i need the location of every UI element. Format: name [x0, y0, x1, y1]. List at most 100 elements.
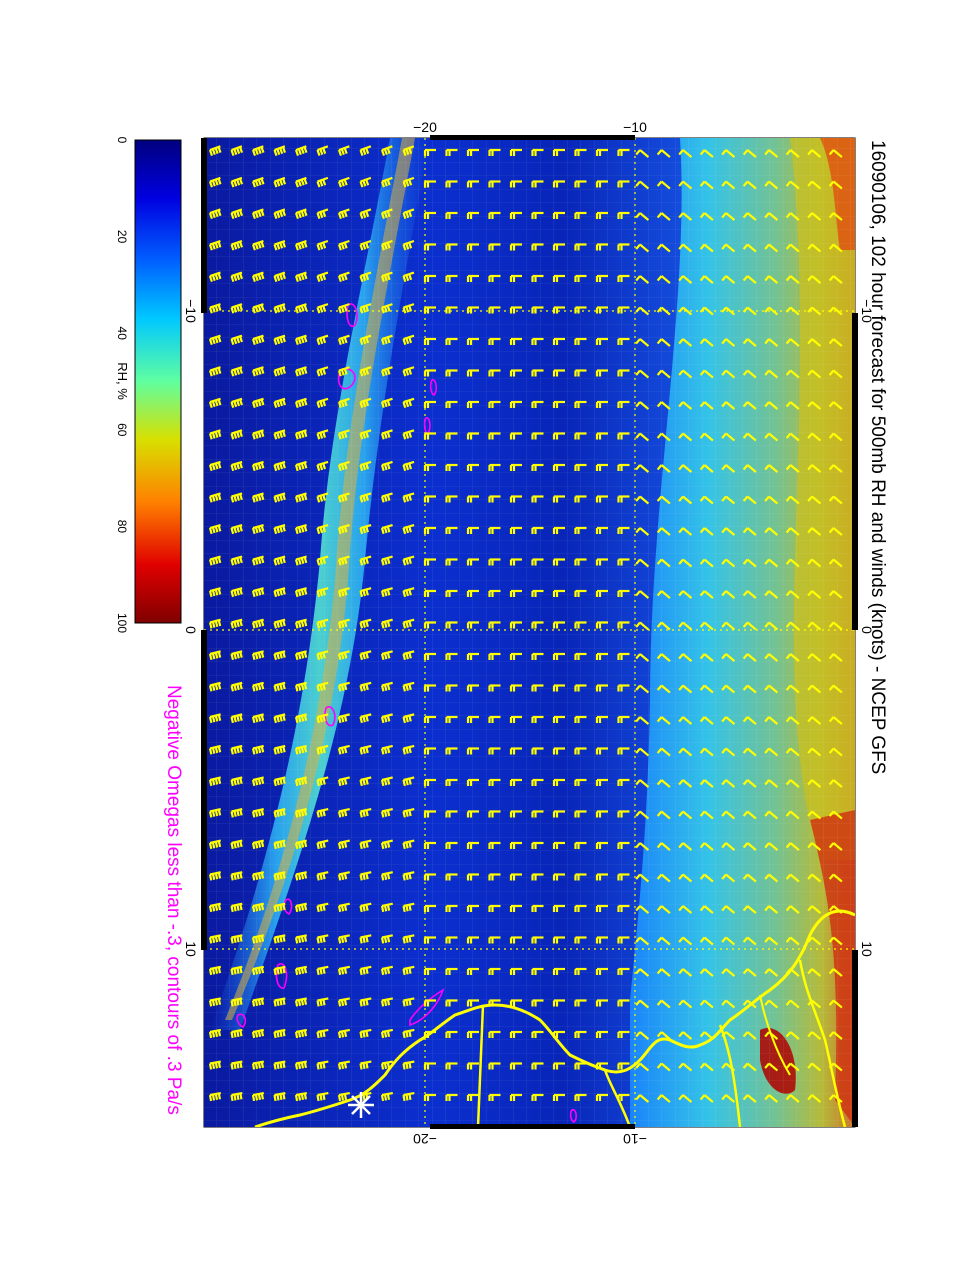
wind-barb	[337, 271, 350, 283]
wind-barb	[509, 463, 522, 471]
wind-barb	[617, 778, 630, 786]
wind-barb	[742, 432, 757, 442]
wind-barb	[699, 842, 714, 851]
wind-barb	[466, 999, 479, 1007]
wind-barb	[273, 429, 286, 440]
wind-barb	[488, 1062, 501, 1070]
wind-barb	[251, 965, 265, 976]
wind-barb	[509, 558, 522, 566]
wind-barb	[617, 904, 630, 912]
wind-barb	[552, 432, 565, 440]
wind-barb	[251, 523, 265, 535]
wind-barb	[230, 1028, 243, 1039]
wind-barb	[380, 650, 393, 661]
wind-barb	[595, 243, 608, 251]
wind-barb	[488, 180, 501, 188]
wind-barb	[574, 148, 587, 156]
wind-barb	[807, 810, 822, 820]
wind-barb	[678, 212, 693, 221]
wind-barb	[294, 523, 308, 535]
wind-barb	[230, 1060, 243, 1070]
wind-barb	[635, 968, 650, 977]
wind-barb	[380, 460, 393, 472]
wind-barb	[574, 778, 587, 786]
wind-barb	[423, 684, 436, 692]
wind-barb	[316, 618, 329, 629]
wind-barb	[764, 1062, 779, 1072]
wind-barb	[251, 839, 265, 850]
wind-barb	[656, 779, 671, 788]
wind-barb	[595, 306, 608, 314]
wind-barb	[380, 776, 393, 787]
wind-barb	[380, 239, 393, 251]
wind-barb	[785, 149, 800, 158]
wind-barb	[466, 652, 479, 660]
wind-barb	[488, 621, 501, 629]
wind-barb	[423, 747, 436, 755]
wind-barb	[678, 653, 693, 662]
wind-barb	[807, 432, 822, 442]
wind-barb	[402, 1091, 415, 1102]
wind-barb	[552, 841, 565, 849]
wind-barb	[509, 1030, 522, 1038]
wind-barb	[764, 338, 779, 347]
wind-barb	[552, 936, 565, 944]
wind-barb	[678, 842, 693, 851]
wind-barb	[595, 558, 608, 566]
wind-barb	[273, 208, 286, 220]
wind-barb	[699, 968, 714, 977]
wind-barb	[294, 397, 308, 409]
wind-barb	[764, 306, 779, 316]
wind-barb	[742, 1062, 757, 1072]
wind-barb	[230, 839, 243, 850]
wind-barb	[251, 1028, 265, 1039]
wind-barb	[552, 211, 565, 219]
wind-barb	[531, 148, 544, 156]
wind-barb	[828, 527, 843, 536]
wind-barb	[699, 1031, 714, 1040]
wind-barb	[273, 681, 286, 692]
wind-barb	[595, 684, 608, 692]
wind-barb	[595, 463, 608, 471]
wind-barb	[595, 967, 608, 975]
wind-barb	[678, 810, 693, 820]
wind-barb	[828, 149, 843, 158]
wind-barb	[742, 306, 757, 316]
wind-barb	[208, 145, 222, 157]
wind-barb	[764, 779, 779, 788]
wind-barb	[635, 275, 650, 284]
wind-barb	[509, 1093, 522, 1101]
wind-barb	[359, 902, 372, 913]
wind-barb	[509, 274, 522, 282]
wind-barb	[423, 400, 436, 408]
wind-barb	[402, 713, 415, 724]
wind-barb	[574, 274, 587, 282]
wind-barb	[764, 810, 779, 820]
wind-barb	[230, 744, 243, 755]
wind-barb	[531, 495, 544, 503]
wind-barb	[208, 871, 222, 881]
wind-barb	[617, 1062, 630, 1070]
wind-barb	[316, 1028, 329, 1039]
asterisk-icon	[348, 1092, 374, 1118]
wind-barb	[445, 810, 458, 818]
wind-barb	[721, 1094, 736, 1103]
wind-barb	[208, 965, 222, 976]
wind-barb	[230, 334, 243, 346]
wind-barb	[423, 148, 436, 156]
wind-barb	[635, 401, 650, 410]
wind-barb	[552, 873, 565, 881]
wind-barb	[531, 747, 544, 755]
wind-barb	[721, 212, 736, 221]
wind-barb	[656, 716, 671, 725]
wind-barb	[488, 904, 501, 912]
wind-barb	[509, 810, 522, 818]
wind-barb	[445, 1030, 458, 1038]
wind-barb	[294, 681, 308, 692]
wind-barb	[294, 492, 308, 503]
wind-barb	[402, 934, 415, 944]
wind-barb	[251, 555, 265, 566]
wind-barb	[699, 999, 714, 1009]
wind-barb	[595, 1030, 608, 1038]
wind-barb	[552, 306, 565, 314]
